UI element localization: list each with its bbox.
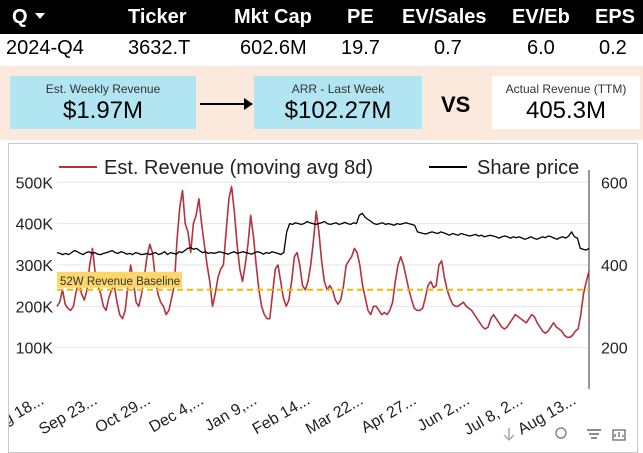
value-pe: 19.7 — [341, 37, 380, 59]
x-axis: Aug 18...Sep 23...Oct 29...Dec 4,...Jan … — [0, 392, 579, 439]
baseline-label: 52W Revenue Baseline — [60, 276, 180, 288]
y-axis-right: 200 400 600 — [588, 170, 628, 389]
value-q: 2024-Q4 — [6, 37, 84, 59]
filter-icon[interactable] — [587, 429, 601, 439]
x-tick-label: Mar 22... — [303, 392, 366, 438]
revenue-line — [56, 185, 590, 339]
column-header-pe: PE — [347, 6, 374, 28]
baseline-group: 52W Revenue Baseline — [57, 271, 589, 291]
kpi-weekly-revenue-label: Est. Weekly Revenue — [45, 82, 161, 96]
metrics-header-row: Q Ticker Mkt Cap PE EV/Sales EV/Eb EPS — [0, 0, 643, 34]
value-ticker: 3632.T — [128, 37, 191, 59]
x-tick-label: Jul 8, 2... — [461, 392, 526, 439]
kpi-arr-value: $102.27M — [284, 97, 392, 124]
kpi-panel: Est. Weekly Revenue $1.97M ARR - Last We… — [0, 66, 643, 140]
x-tick-label: Feb 14... — [250, 392, 313, 438]
kpi-weekly-revenue-value: $1.97M — [62, 97, 144, 124]
y-left-tick-label: 100K — [16, 341, 54, 358]
kpi-actual-revenue: Actual Revenue (TTM) 405.3M — [492, 76, 640, 129]
y-left-tick-label: 500K — [16, 175, 54, 192]
kpi-arr: ARR - Last Week $102.27M — [254, 76, 422, 129]
revenue-price-chart: Est. Revenue (moving avg 8d) Share price … — [0, 143, 638, 453]
x-tick-label: Jan 9,... — [202, 392, 260, 435]
chart-toolbar — [503, 427, 626, 442]
value-mkt-cap: 602.6M — [240, 37, 307, 59]
column-header-eps: EPS — [595, 6, 636, 28]
metrics-value-row: 2024-Q4 3632.T 602.6M 19.7 0.7 6.0 0.2 — [0, 34, 643, 62]
column-header-ticker: Ticker — [128, 6, 187, 28]
baseline-label-bg — [57, 271, 182, 288]
column-header-ev-sales: EV/Sales — [402, 6, 487, 28]
chart-svg: Est. Revenue (moving avg 8d) Share price … — [0, 157, 628, 442]
value-ev-sales: 0.7 — [434, 37, 462, 59]
x-tick-label: Oct 29... — [93, 392, 154, 437]
chart-series — [56, 185, 590, 339]
kpi-actual-revenue-label: Actual Revenue (TTM) — [505, 82, 627, 96]
arrow-head-icon — [244, 98, 253, 110]
y-left-tick-label: 200K — [16, 299, 54, 316]
kpi-arr-label: ARR - Last Week — [291, 82, 385, 96]
column-header-q[interactable]: Q — [12, 0, 45, 34]
arrow-right-icon — [200, 103, 248, 105]
legend-label-price: Share price — [477, 157, 579, 179]
value-ev-eb: 6.0 — [527, 37, 555, 59]
x-tick-label: Sep 23... — [36, 392, 100, 439]
zoom-icon[interactable] — [555, 427, 567, 439]
value-eps: 0.2 — [599, 37, 627, 59]
column-header-mkt-cap: Mkt Cap — [234, 6, 312, 28]
kpi-weekly-revenue: Est. Weekly Revenue $1.97M — [10, 76, 196, 129]
y-right-tick-label: 200 — [601, 341, 628, 358]
y-axis-left: 100K 200K 300K 400K 500K — [16, 175, 54, 357]
kpi-actual-revenue-value: 405.3M — [525, 97, 607, 124]
vs-label: VS — [441, 92, 471, 117]
x-tick-label: Dec 4,... — [147, 392, 207, 437]
chart-type-icon[interactable] — [612, 429, 626, 441]
x-tick-label: Aug 13... — [515, 392, 579, 439]
y-right-tick-label: 600 — [601, 175, 628, 192]
y-left-tick-label: 400K — [16, 217, 54, 234]
column-header-ev-eb: EV/Eb — [512, 6, 570, 28]
chevron-down-icon[interactable] — [34, 13, 45, 20]
download-icon[interactable] — [503, 428, 515, 442]
share-price-line — [56, 212, 590, 256]
chart-legend[interactable]: Est. Revenue (moving avg 8d) Share price — [59, 157, 579, 179]
column-header-q-label: Q — [12, 6, 28, 28]
x-tick-label: Apr 27... — [359, 392, 420, 437]
legend-label-revenue: Est. Revenue (moving avg 8d) — [104, 157, 373, 179]
y-left-tick-label: 300K — [16, 258, 54, 275]
y-right-tick-label: 400 — [601, 258, 628, 275]
